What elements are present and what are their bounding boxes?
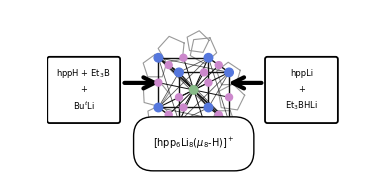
Circle shape [154, 53, 163, 62]
Circle shape [201, 69, 208, 76]
Text: hppH + Et$_3$B: hppH + Et$_3$B [56, 67, 111, 80]
Circle shape [180, 54, 187, 61]
Circle shape [226, 94, 232, 101]
Text: Bu$^t$Li: Bu$^t$Li [73, 100, 94, 112]
Circle shape [165, 111, 172, 118]
Circle shape [180, 104, 187, 111]
Circle shape [155, 79, 162, 86]
Circle shape [175, 68, 183, 77]
Text: hppLi: hppLi [290, 69, 313, 78]
Circle shape [201, 119, 208, 126]
Text: +: + [298, 85, 305, 94]
Text: [hpp$_6$Li$_8$($\mu_8$-H)]$^+$: [hpp$_6$Li$_8$($\mu_8$-H)]$^+$ [153, 136, 234, 151]
Circle shape [225, 68, 233, 77]
FancyBboxPatch shape [47, 57, 120, 123]
Text: Et$_3$BHLi: Et$_3$BHLi [285, 100, 318, 112]
Circle shape [204, 53, 213, 62]
Circle shape [189, 86, 198, 94]
FancyBboxPatch shape [265, 57, 338, 123]
Circle shape [175, 118, 183, 126]
Circle shape [215, 111, 222, 118]
Circle shape [175, 94, 183, 101]
Circle shape [165, 62, 172, 68]
Circle shape [205, 79, 212, 86]
Circle shape [225, 118, 233, 126]
Circle shape [154, 103, 163, 112]
Circle shape [204, 103, 213, 112]
Text: +: + [80, 85, 87, 94]
Circle shape [215, 62, 222, 68]
